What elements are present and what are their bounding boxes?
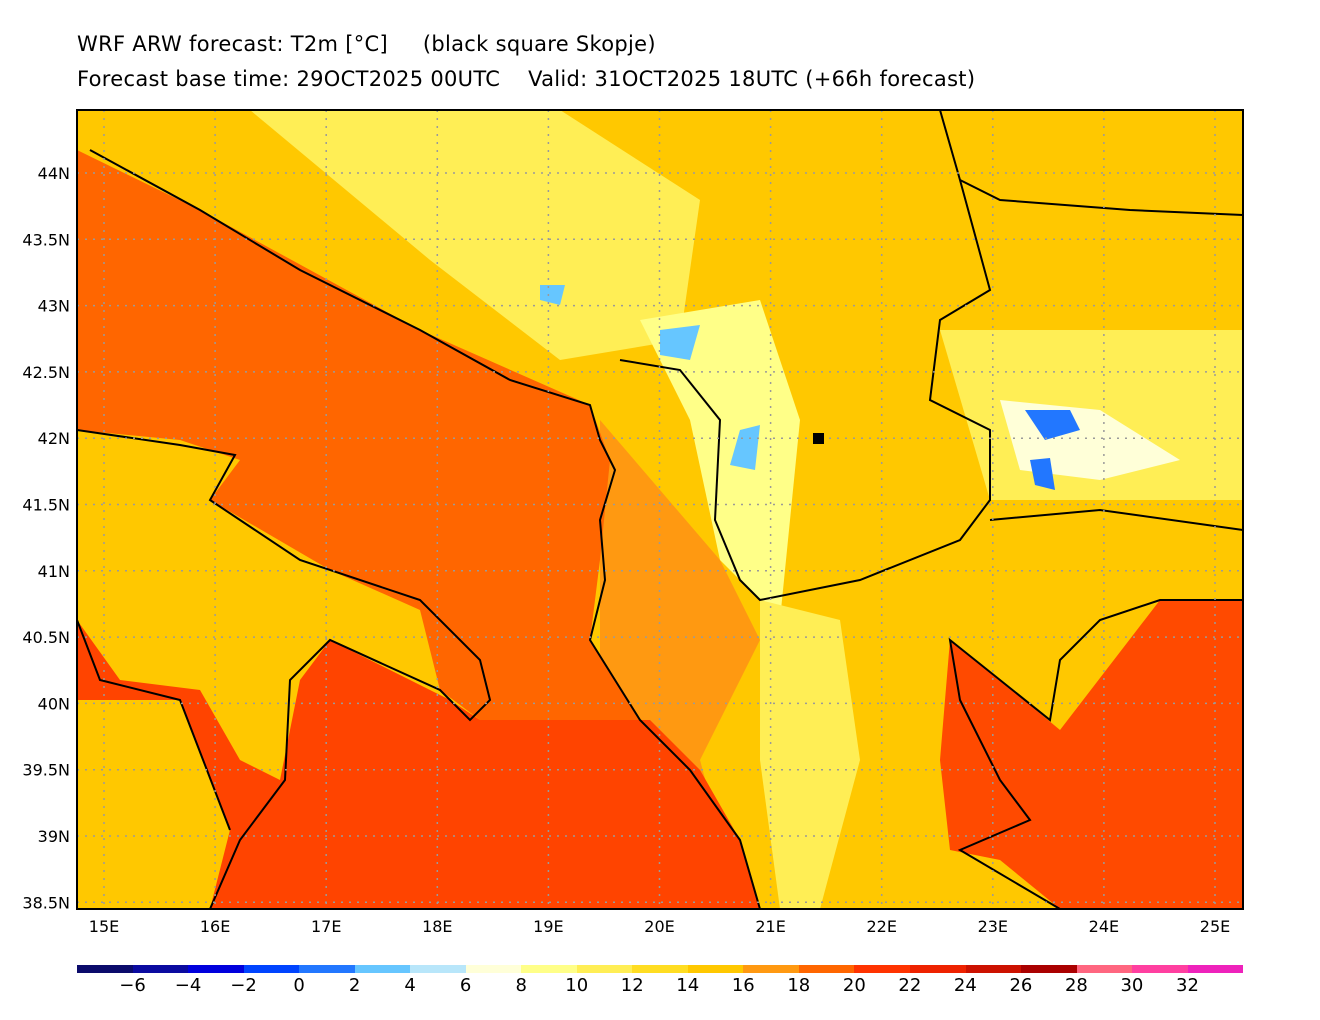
colorbar-label: 22 [898,975,922,996]
lat-tick-label: 42N [38,429,70,448]
colorbar-segment [1132,965,1188,973]
colorbar-label: 2 [348,975,361,996]
colorbar-segment [132,965,189,973]
lat-tick-label: 40N [38,694,70,713]
lat-tick-label: 44N [38,164,70,183]
lon-tick-label: 15E [89,917,119,936]
colorbar-segment [354,965,411,973]
lat-tick-label: 41N [38,562,70,581]
temp-region [1025,410,1080,440]
colorbar-segment [854,965,910,973]
lat-tick-label: 39.5N [22,761,70,780]
colorbar-label: 8 [515,975,527,996]
lat-tick-label: 38.5N [22,893,70,912]
colorbar-segment [77,965,133,973]
lon-tick-label: 17E [311,917,341,936]
colorbar-segment [188,965,244,973]
colorbar-segment [632,965,688,973]
coastlines [77,110,1243,909]
adriatic-sea [77,150,640,720]
colorbar-segment [521,965,577,973]
lon-tick-label: 23E [978,917,1008,936]
colorbar-segment [576,965,633,973]
skopje-marker [813,433,824,444]
temp-region [660,325,700,360]
lat-tick-label: 40.5N [22,628,70,647]
temp-region [930,110,1243,330]
colorbar-label: 26 [1009,975,1033,996]
temp-region [540,285,565,305]
colorbar-segment [687,965,744,973]
lon-tick-label: 16E [200,917,230,936]
colorbar-label: 18 [787,975,811,996]
lat-tick-label: 43N [38,297,70,316]
temperature-map: 15E 16E 17E 18E 19E 20E 21E 22E 23E 24E 25E 44N 43.… [22,109,1244,936]
colorbar-segment [465,965,522,973]
colorbar-segment [909,965,966,973]
colorbar-segment [798,965,855,973]
colorbar-segment [299,965,355,973]
colorbar-segment [965,965,1022,973]
temp-region [250,110,700,360]
lat-tick-label: 42.5N [22,363,70,382]
lon-tick-label: 19E [533,917,563,936]
colorbar-label: 20 [842,975,866,996]
colorbar-segment [410,965,466,973]
colorbar-label: −2 [230,975,257,996]
colorbar [77,965,1244,973]
forecast-time-subtitle: Forecast base time: 29OCT2025 00UTC Vali… [77,67,976,91]
colorbar-segment [1076,965,1133,973]
graticule [77,110,1243,909]
lat-tick-label: 41.5N [22,496,70,515]
colorbar-label: 30 [1120,975,1144,996]
colorbar-segment [1021,965,1077,973]
colorbar-label: 16 [731,975,755,996]
temp-region [760,600,860,909]
chart-title: WRF ARW forecast: T2m [°C] (black square… [77,32,656,56]
lon-tick-label: 22E [866,917,896,936]
aegean-sea [940,600,1243,909]
colorbar-label: 28 [1064,975,1088,996]
colorbar-segment [243,965,300,973]
lon-tick-label: 18E [422,917,452,936]
temp-region [1030,458,1055,490]
colorbar-label: −6 [119,975,146,996]
colorbar-label: 4 [404,975,416,996]
lat-tick-label: 43.5N [22,230,70,249]
colorbar-segment [1187,965,1244,973]
colorbar-label: 0 [293,975,305,996]
temp-region [730,425,760,470]
lat-tick-label: 39N [38,827,70,846]
colorbar-label: 6 [459,975,472,996]
lon-tick-label: 20E [644,917,674,936]
colorbar-label: 10 [565,975,589,996]
colorbar-label: 32 [1176,975,1199,996]
lon-tick-label: 21E [755,917,785,936]
colorbar-label: 14 [676,975,700,996]
colorbar-label: 12 [620,975,644,996]
lon-tick-label: 25E [1200,917,1230,936]
colorbar-labels: −6 −4 −2 0 2 4 6 8 10 12 14 16 18 20 22 24 26 28 30 32 [0,975,1320,999]
colorbar-label: 24 [953,975,977,996]
colorbar-label: −4 [174,975,202,996]
lon-tick-label: 24E [1089,917,1119,936]
temp-region [640,300,800,620]
map-frame [76,109,1244,910]
colorbar-segment [743,965,799,973]
